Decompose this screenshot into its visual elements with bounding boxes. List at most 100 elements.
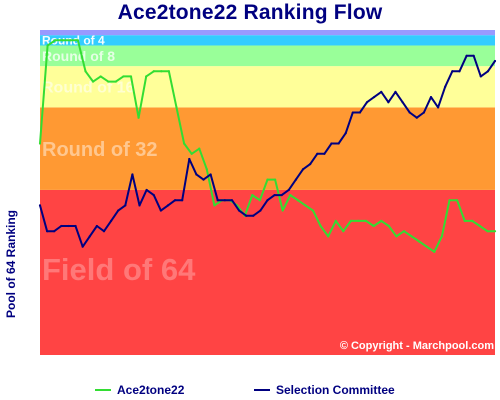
data-point-ace2tone22 bbox=[258, 199, 262, 202]
data-point-selection-committee bbox=[337, 142, 340, 145]
data-point-selection-committee bbox=[465, 54, 468, 57]
data-point-ace2tone22 bbox=[114, 80, 117, 83]
data-point-ace2tone22 bbox=[145, 75, 148, 78]
data-point-ace2tone22 bbox=[311, 209, 315, 212]
data-point-ace2tone22 bbox=[289, 193, 292, 197]
data-point-selection-committee bbox=[237, 209, 241, 212]
data-point-selection-committee bbox=[81, 245, 84, 248]
data-point-ace2tone22 bbox=[61, 39, 64, 42]
copyright-text: © Copyright - Marchpool.com bbox=[340, 340, 494, 352]
band-round-of-16 bbox=[40, 66, 495, 108]
data-point-selection-committee bbox=[202, 178, 205, 181]
data-point-selection-committee bbox=[344, 132, 347, 135]
data-point-ace2tone22 bbox=[213, 204, 216, 207]
data-point-selection-committee bbox=[429, 95, 433, 99]
band-field-of-64 bbox=[40, 189, 495, 355]
data-point-ace2tone22 bbox=[46, 44, 49, 47]
data-point-selection-committee bbox=[493, 59, 497, 63]
data-point-selection-committee bbox=[380, 90, 383, 94]
data-point-selection-committee bbox=[458, 70, 461, 73]
data-point-selection-committee bbox=[365, 101, 369, 104]
data-point-selection-committee bbox=[216, 199, 219, 202]
data-point-ace2tone22 bbox=[471, 219, 474, 222]
data-point-ace2tone22 bbox=[137, 116, 140, 119]
data-point-ace2tone22 bbox=[129, 75, 133, 78]
data-point-selection-committee bbox=[323, 152, 326, 155]
band-label-round-of-8: Round of 8 bbox=[42, 48, 115, 64]
data-point-ace2tone22 bbox=[448, 199, 451, 202]
data-point-ace2tone22 bbox=[160, 70, 163, 73]
band-label-round-of-16: Round of 16 bbox=[42, 80, 135, 97]
data-point-selection-committee bbox=[159, 209, 162, 212]
data-point-ace2tone22 bbox=[273, 178, 277, 181]
data-point-ace2tone22 bbox=[152, 70, 155, 73]
data-point-ace2tone22 bbox=[99, 75, 102, 78]
data-point-ace2tone22 bbox=[395, 235, 398, 238]
data-point-selection-committee bbox=[195, 173, 198, 176]
data-point-ace2tone22 bbox=[372, 224, 375, 228]
data-point-ace2tone22 bbox=[327, 235, 330, 238]
data-point-ace2tone22 bbox=[304, 204, 307, 207]
data-point-selection-committee bbox=[188, 157, 191, 161]
data-point-selection-committee bbox=[138, 204, 141, 207]
data-point-ace2tone22 bbox=[478, 224, 481, 228]
data-point-selection-committee bbox=[280, 193, 283, 197]
data-point-ace2tone22 bbox=[486, 230, 489, 233]
data-point-ace2tone22 bbox=[387, 224, 390, 228]
data-point-selection-committee bbox=[46, 230, 49, 233]
data-point-ace2tone22 bbox=[440, 235, 444, 238]
data-point-ace2tone22 bbox=[76, 39, 80, 42]
data-point-ace2tone22 bbox=[334, 219, 337, 222]
data-point-ace2tone22 bbox=[122, 75, 125, 78]
data-point-selection-committee bbox=[38, 204, 42, 207]
data-point-ace2tone22 bbox=[190, 152, 193, 155]
data-point-ace2tone22 bbox=[349, 219, 353, 222]
data-point-selection-committee bbox=[422, 111, 426, 114]
data-point-selection-committee bbox=[74, 224, 77, 228]
data-point-ace2tone22 bbox=[357, 219, 360, 222]
data-point-selection-committee bbox=[486, 70, 489, 73]
data-point-selection-committee bbox=[181, 199, 184, 202]
band-label-round-of-32: Round of 32 bbox=[42, 139, 158, 161]
data-point-ace2tone22 bbox=[84, 70, 87, 73]
data-point-selection-committee bbox=[173, 199, 177, 202]
data-point-selection-committee bbox=[67, 224, 70, 228]
data-point-ace2tone22 bbox=[455, 199, 459, 202]
data-point-selection-committee bbox=[109, 219, 113, 222]
data-point-selection-committee bbox=[373, 95, 376, 99]
data-point-selection-committee bbox=[145, 188, 148, 192]
data-point-selection-committee bbox=[152, 193, 155, 197]
data-point-selection-committee bbox=[273, 193, 276, 197]
data-point-selection-committee bbox=[394, 90, 397, 94]
data-point-selection-committee bbox=[124, 204, 127, 207]
data-point-selection-committee bbox=[415, 116, 418, 119]
data-point-ace2tone22 bbox=[402, 230, 406, 233]
data-point-selection-committee bbox=[294, 178, 298, 181]
data-point-selection-committee bbox=[102, 230, 106, 233]
data-point-ace2tone22 bbox=[463, 219, 466, 222]
legend-label-ace2tone22: Ace2tone22 bbox=[117, 383, 185, 397]
data-point-selection-committee bbox=[437, 106, 440, 109]
data-point-ace2tone22 bbox=[54, 39, 57, 42]
data-point-selection-committee bbox=[401, 101, 404, 104]
legend-item-ace2tone22: Ace2tone22 bbox=[95, 383, 184, 397]
data-point-ace2tone22 bbox=[251, 193, 254, 197]
data-point-ace2tone22 bbox=[380, 219, 383, 222]
band-top bbox=[40, 30, 495, 36]
data-point-selection-committee bbox=[131, 173, 134, 176]
data-point-selection-committee bbox=[252, 214, 255, 217]
data-point-selection-committee bbox=[309, 163, 312, 166]
data-point-ace2tone22 bbox=[91, 80, 95, 83]
data-point-ace2tone22 bbox=[425, 245, 428, 248]
band-label-field-of-64: Field of 64 bbox=[42, 252, 196, 287]
data-point-selection-committee bbox=[166, 204, 170, 207]
chart-title: Ace2tone22 Ranking Flow bbox=[117, 1, 383, 24]
band-round-of-4 bbox=[40, 35, 495, 46]
data-point-ace2tone22 bbox=[410, 235, 413, 238]
data-point-ace2tone22 bbox=[319, 224, 322, 228]
data-point-selection-committee bbox=[301, 168, 305, 171]
data-point-selection-committee bbox=[95, 224, 98, 228]
data-point-ace2tone22 bbox=[281, 209, 284, 212]
data-point-selection-committee bbox=[479, 75, 482, 78]
legend-item-selection-committee: Selection Committee bbox=[254, 383, 395, 397]
